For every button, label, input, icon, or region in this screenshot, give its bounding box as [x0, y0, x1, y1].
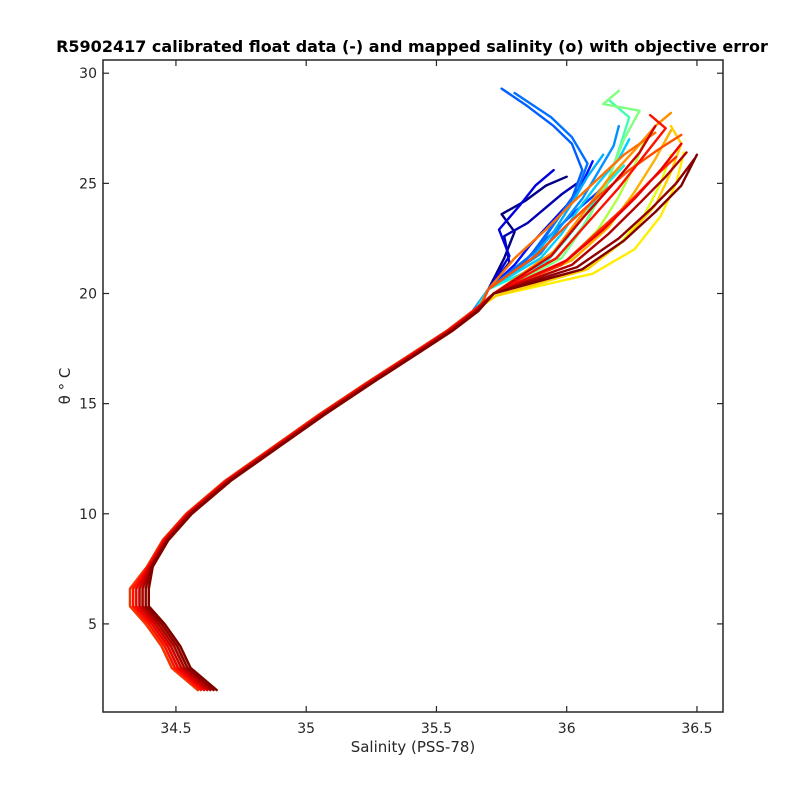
x-tick-label: 35.5 [421, 721, 452, 737]
profile-line [128, 175, 568, 692]
chart-title: R5902417 calibrated float data (-) and m… [56, 37, 768, 56]
profile-line [138, 160, 594, 692]
profile-line [141, 98, 631, 692]
x-tick-label: 34.5 [160, 721, 191, 737]
profile-line [147, 91, 589, 692]
profile-line [131, 153, 605, 692]
profile-line [147, 133, 683, 692]
x-tick-label: 35 [297, 721, 315, 737]
x-axis: 34.5 35 35.5 36 36.5 [160, 60, 713, 737]
profile-line [144, 157, 696, 692]
y-tick-label: 5 [88, 617, 97, 633]
plot-frame [102, 59, 724, 713]
profile-line [144, 89, 641, 692]
y-tick-label: 20 [79, 286, 97, 302]
profile-line [144, 131, 657, 692]
y-axis: 5 10 15 20 25 30 [79, 66, 723, 633]
profile-lines [128, 87, 699, 692]
profile-line [131, 182, 579, 692]
y-tick-label: 15 [79, 397, 97, 413]
y-axis-label: θ ° C [56, 368, 74, 405]
profile-line [128, 153, 673, 692]
profile-line [147, 153, 699, 692]
x-tick-label: 36 [558, 721, 576, 737]
y-tick-label: 30 [79, 66, 97, 82]
y-tick-label: 25 [79, 176, 97, 192]
x-tick-label: 36.5 [681, 721, 712, 737]
profile-line [135, 168, 555, 692]
profile-line [128, 124, 620, 692]
profile-line [141, 151, 688, 692]
y-tick-label: 10 [79, 507, 97, 523]
x-axis-label: Salinity (PSS-78) [351, 738, 476, 756]
profile-line [141, 111, 673, 692]
